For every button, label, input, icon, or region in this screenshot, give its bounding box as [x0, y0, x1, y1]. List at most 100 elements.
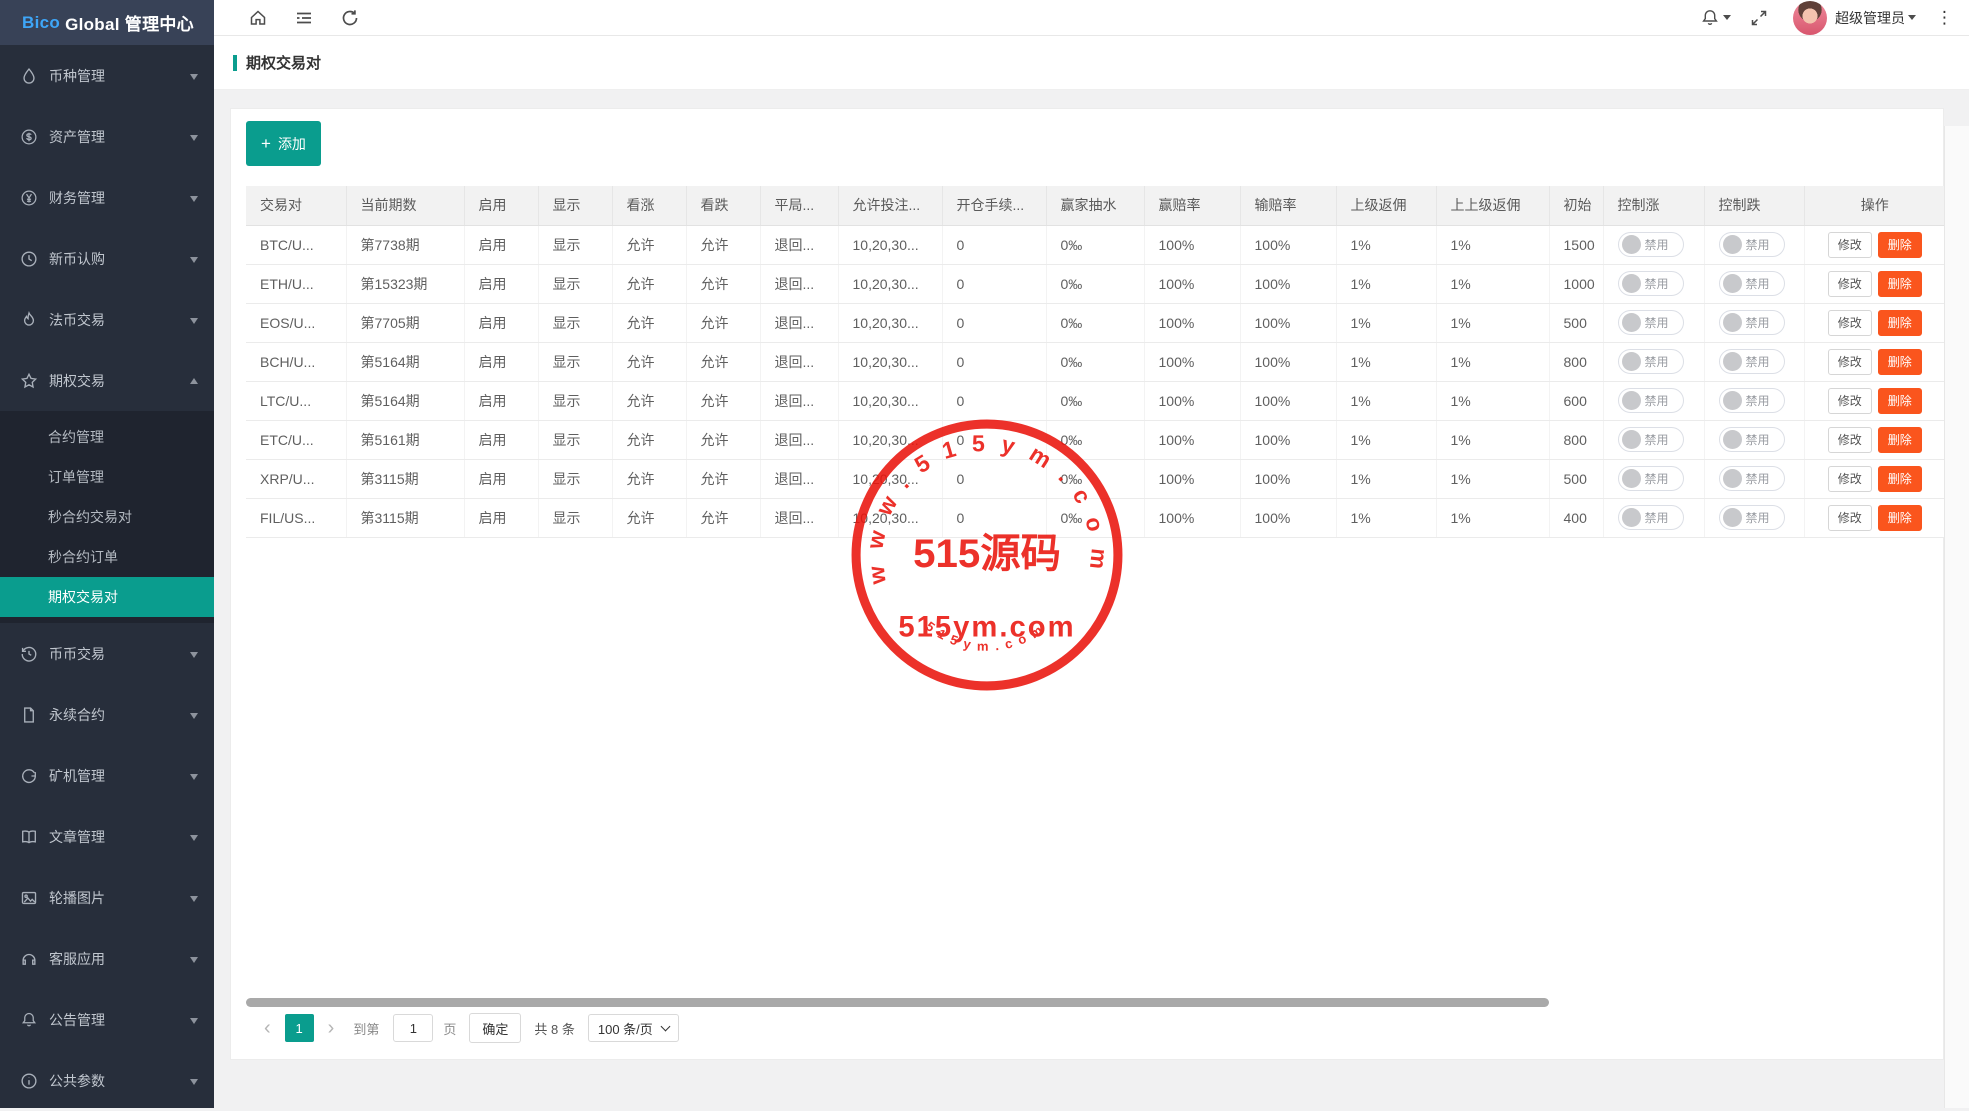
- sidebar-item-8[interactable]: 永续合约: [0, 684, 214, 745]
- control-down-toggle[interactable]: 禁用: [1718, 388, 1785, 413]
- avatar[interactable]: [1793, 0, 1827, 35]
- delete-button[interactable]: 删除: [1877, 309, 1922, 336]
- cell-actions: 修改 删除: [1804, 342, 1945, 382]
- toggle-label: 禁用: [1745, 355, 1770, 369]
- cell-control_down: 禁用: [1704, 225, 1805, 265]
- sidebar-item-7[interactable]: 币币交易: [0, 623, 214, 684]
- cell-actions: 修改 删除: [1804, 420, 1945, 460]
- submenu-item[interactable]: 合约管理: [48, 429, 104, 445]
- delete-button[interactable]: 删除: [1877, 270, 1922, 297]
- control-down-toggle[interactable]: 禁用: [1718, 349, 1785, 374]
- sidebar-item-2[interactable]: 资产管理: [0, 106, 214, 167]
- control-down-toggle[interactable]: 禁用: [1718, 466, 1785, 491]
- sidebar-item-14[interactable]: 公共参数: [0, 1050, 214, 1111]
- sidebar-item-6[interactable]: 期权交易: [0, 350, 214, 411]
- cell-actions: 修改 删除: [1804, 381, 1945, 421]
- cell-fee: 0: [942, 342, 1047, 382]
- sidebar-item-4[interactable]: 新币认购: [0, 228, 214, 289]
- column-header-enabled[interactable]: 启用: [464, 186, 539, 226]
- delete-button[interactable]: 删除: [1877, 426, 1922, 453]
- cell-initial: 1000: [1549, 264, 1604, 304]
- control-down-toggle[interactable]: 禁用: [1718, 271, 1785, 296]
- goto-page-input[interactable]: [393, 1014, 434, 1042]
- control-up-toggle[interactable]: 禁用: [1617, 388, 1684, 413]
- sidebar-item-9[interactable]: 矿机管理: [0, 745, 214, 806]
- delete-button[interactable]: 删除: [1877, 348, 1922, 375]
- cell-initial: 600: [1549, 381, 1604, 421]
- cell-rebate1: 1%: [1336, 381, 1437, 421]
- submenu-item[interactable]: 订单管理: [48, 469, 104, 485]
- horizontal-scrollbar-thumb[interactable]: [246, 998, 1549, 1007]
- add-button[interactable]: + 添加: [246, 121, 321, 166]
- prev-page-button[interactable]: ‹: [264, 1017, 271, 1039]
- submenu-item[interactable]: 秒合约交易对: [48, 509, 132, 525]
- cell-initial: 500: [1549, 459, 1604, 499]
- cell-control_up: 禁用: [1603, 381, 1705, 421]
- cell-period: 第3115期: [346, 459, 465, 499]
- next-page-button[interactable]: ›: [327, 1017, 335, 1039]
- sidebar-item-3[interactable]: 财务管理: [0, 167, 214, 228]
- bell-icon: [20, 1011, 38, 1029]
- control-down-toggle[interactable]: 禁用: [1718, 310, 1785, 335]
- control-up-toggle[interactable]: 禁用: [1617, 271, 1684, 296]
- edit-button[interactable]: 修改: [1827, 387, 1872, 414]
- cell-bets: 10,20,30...: [838, 498, 943, 538]
- edit-button[interactable]: 修改: [1827, 426, 1872, 453]
- current-page-button[interactable]: 1: [284, 1014, 314, 1042]
- collapse-menu-icon[interactable]: [294, 8, 314, 28]
- column-header-pair[interactable]: 交易对: [246, 186, 347, 226]
- edit-button[interactable]: 修改: [1827, 348, 1872, 375]
- delete-button[interactable]: 删除: [1877, 465, 1922, 492]
- column-header-shown[interactable]: 显示: [538, 186, 613, 226]
- control-down-toggle[interactable]: 禁用: [1718, 427, 1785, 452]
- table-card: + 添加 交易对 当前期数 启用 显示 看涨 看跌 平局... 允许投注... 开仓手续... 赢家…: [230, 108, 1945, 1060]
- column-header-up[interactable]: 看涨: [612, 186, 687, 226]
- cell-rake: 0‰: [1046, 420, 1145, 460]
- delete-button[interactable]: 删除: [1877, 231, 1922, 258]
- page-size-select[interactable]: 100 条/页: [587, 1014, 679, 1042]
- sidebar-item-11[interactable]: 轮播图片: [0, 867, 214, 928]
- cell-rebate2: 1%: [1436, 225, 1550, 265]
- expand-icon[interactable]: [1749, 8, 1769, 28]
- submenu-item-active[interactable]: 期权交易对: [0, 577, 214, 617]
- delete-button[interactable]: 删除: [1877, 387, 1922, 414]
- submenu-item[interactable]: 秒合约订单: [48, 549, 118, 565]
- edit-button[interactable]: 修改: [1827, 270, 1872, 297]
- sidebar-item-12[interactable]: 客服应用: [0, 928, 214, 989]
- sidebar-item-13[interactable]: 公告管理: [0, 989, 214, 1050]
- sidebar-item-1[interactable]: 币种管理: [0, 45, 214, 106]
- home-icon[interactable]: [248, 8, 268, 28]
- cell-pair: XRP/U...: [246, 459, 347, 499]
- sidebar-item-10[interactable]: 文章管理: [0, 806, 214, 867]
- edit-button[interactable]: 修改: [1827, 231, 1872, 258]
- control-up-toggle[interactable]: 禁用: [1617, 505, 1684, 530]
- cell-bets: 10,20,30...: [838, 303, 943, 343]
- sidebar-item-label: 财务管理: [49, 189, 105, 206]
- user-menu[interactable]: 超级管理员: [1835, 8, 1916, 28]
- refresh-icon[interactable]: [340, 8, 360, 28]
- page-unit-label: 页: [443, 1021, 457, 1037]
- control-down-toggle[interactable]: 禁用: [1718, 232, 1785, 257]
- cell-pair: EOS/U...: [246, 303, 347, 343]
- confirm-button[interactable]: 确定: [469, 1013, 522, 1043]
- sidebar-item-5[interactable]: 法币交易: [0, 289, 214, 350]
- edit-button[interactable]: 修改: [1827, 465, 1872, 492]
- edit-button[interactable]: 修改: [1827, 309, 1872, 336]
- control-up-toggle[interactable]: 禁用: [1617, 427, 1684, 452]
- column-header-control_down: 控制跌: [1704, 186, 1805, 226]
- notifications-button[interactable]: [1700, 8, 1731, 28]
- control-down-toggle[interactable]: 禁用: [1718, 505, 1785, 530]
- cell-bets: 10,20,30...: [838, 264, 943, 304]
- cell-rake: 0‰: [1046, 342, 1145, 382]
- control-up-toggle[interactable]: 禁用: [1617, 349, 1684, 374]
- table-row: ETC/U... 第5161期 启用 显示 允许 允许 退回... 10,20,30... 0 0…: [246, 420, 1945, 460]
- control-up-toggle[interactable]: 禁用: [1617, 466, 1684, 491]
- kebab-menu-icon[interactable]: ⋮: [1936, 7, 1953, 27]
- control-up-toggle[interactable]: 禁用: [1617, 232, 1684, 257]
- column-header-bets: 允许投注...: [838, 186, 943, 226]
- column-header-period[interactable]: 当前期数: [346, 186, 465, 226]
- control-up-toggle[interactable]: 禁用: [1617, 310, 1684, 335]
- edit-button[interactable]: 修改: [1827, 504, 1872, 531]
- delete-button[interactable]: 删除: [1877, 504, 1922, 531]
- cell-enabled: 启用: [464, 381, 539, 421]
